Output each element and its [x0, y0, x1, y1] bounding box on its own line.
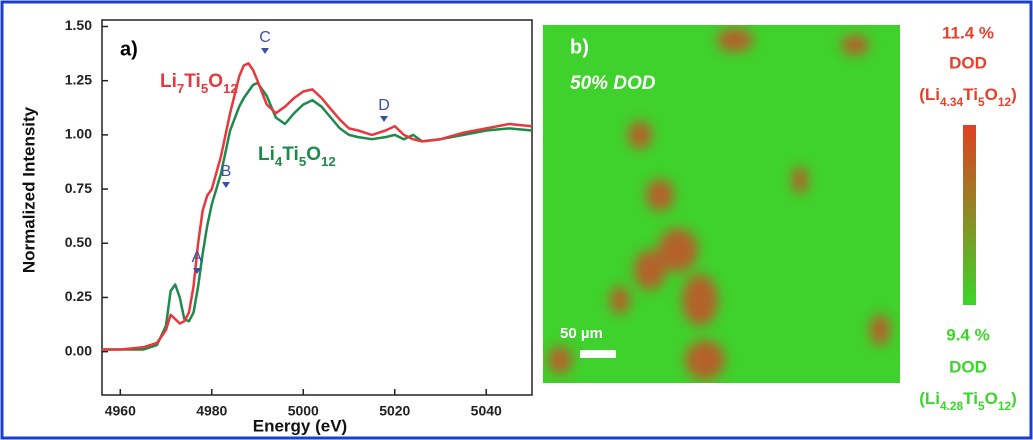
series-label: Li4Ti5O12	[258, 144, 336, 169]
map-features	[548, 28, 890, 380]
map	[543, 25, 900, 383]
annotation: B	[221, 163, 232, 180]
colorbar-min-formula: (Li4.28Ti5O12)	[919, 389, 1017, 413]
series-line	[102, 62, 533, 351]
annotation-arrow	[193, 268, 201, 274]
plot-frame	[101, 19, 533, 396]
y-tick-label: 1.25	[65, 71, 92, 87]
annotation: C	[259, 29, 271, 46]
y-tick-label: 0.00	[65, 342, 92, 358]
y-tick-label: 0.50	[65, 234, 92, 250]
map-panel-label: b)	[570, 36, 589, 58]
y-tick-label: 0.25	[65, 288, 92, 304]
annotation-arrow	[222, 182, 230, 188]
colorbar-max: 11.4 %	[942, 23, 994, 42]
annotation: A	[192, 249, 203, 266]
x-tick-label: 5040	[471, 403, 502, 419]
x-tick-label: 4960	[105, 403, 136, 419]
x-tick-label: 5020	[379, 403, 410, 419]
series-label: Li7Ti5O12	[160, 71, 238, 96]
colorbar	[963, 125, 976, 305]
y-axis-title: Normalized Intensity	[19, 106, 38, 273]
series-line	[102, 81, 533, 351]
x-tick-label: 4980	[196, 403, 227, 419]
annotation: D	[378, 97, 390, 114]
scale-bar-label: 50 µm	[560, 325, 603, 342]
colorbar-min: 9.4 %	[946, 325, 989, 344]
x-tick-label: 5000	[288, 403, 319, 419]
y-tick-label: 1.00	[65, 126, 92, 142]
y-tick-label: 1.50	[65, 17, 92, 33]
colorbar-min-unit: DOD	[949, 357, 987, 376]
y-tick-label: 0.75	[65, 180, 92, 196]
colorbar-max-unit: DOD	[949, 53, 987, 72]
annotation-arrow	[380, 116, 388, 122]
scale-bar	[580, 350, 616, 358]
annotation-arrow	[261, 48, 269, 54]
panel-label: a)	[120, 38, 138, 60]
map-bg	[543, 25, 900, 383]
x-axis-title: Energy (eV)	[253, 416, 347, 435]
colorbar-max-formula: (Li4.34Ti5O12)	[919, 85, 1017, 109]
map-state: 50% DOD	[570, 73, 656, 94]
